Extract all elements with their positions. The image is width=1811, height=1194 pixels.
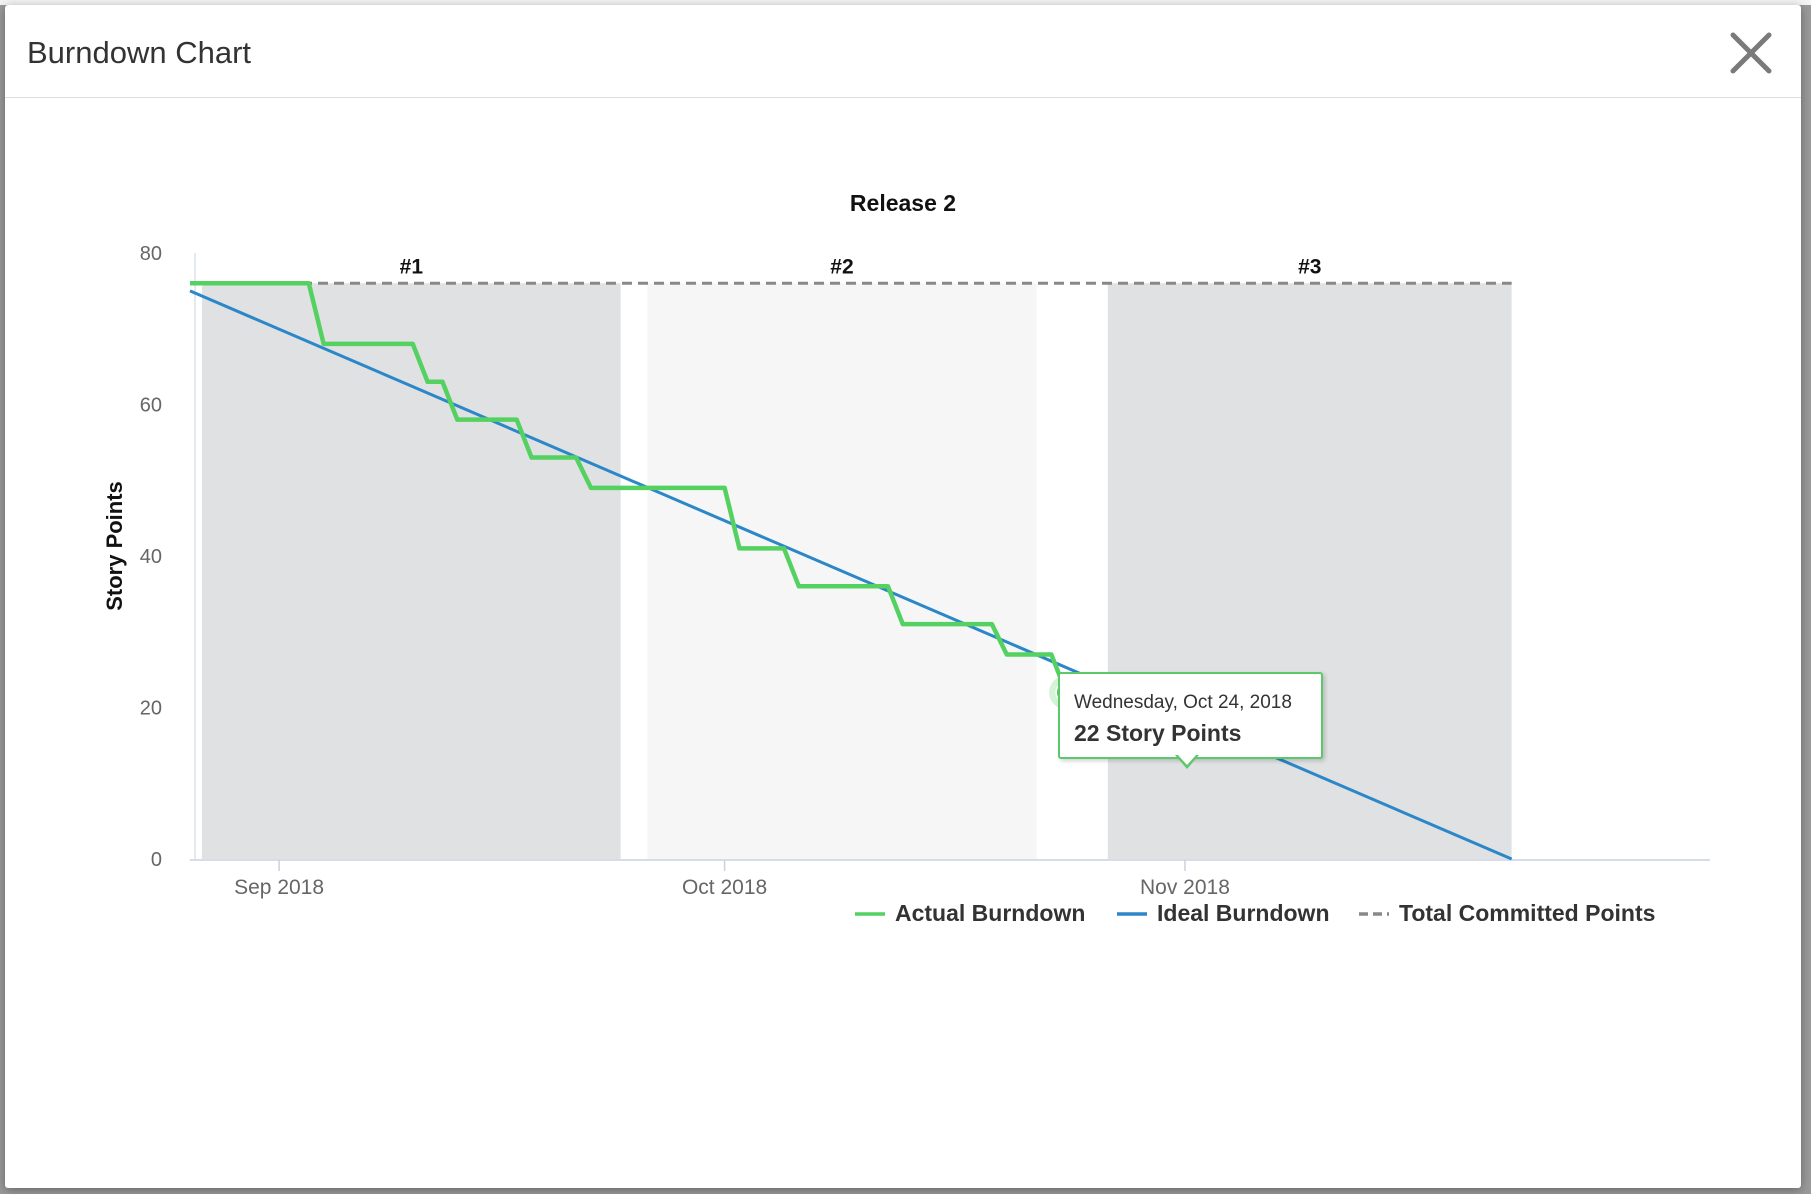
close-button[interactable] xyxy=(1729,31,1773,75)
modal-title: Burndown Chart xyxy=(27,35,252,70)
y-tick-label: 40 xyxy=(140,546,162,568)
legend-item-1: Actual Burndown xyxy=(895,900,1085,926)
tooltip-arrow-inner xyxy=(1177,754,1197,765)
legend-item-2: Ideal Burndown xyxy=(1157,900,1330,926)
y-tick-label: 80 xyxy=(140,243,162,265)
tooltip-date: Wednesday, Oct 24, 2018 xyxy=(1074,692,1292,713)
legend-item-3: Total Committed Points xyxy=(1399,900,1655,926)
chart-svg: #1 #2 #3 0 20 40 60 80 Sep 2018 Oct 2018 Nov 2018 R… xyxy=(102,190,1710,926)
sprint-band-1 xyxy=(202,283,621,859)
tooltip-value: 22 Story Points xyxy=(1074,720,1242,746)
chart-tooltip: Wednesday, Oct 24, 2018 22 Story Points xyxy=(1058,672,1323,759)
x-tick-label: Sep 2018 xyxy=(234,876,324,899)
y-tick-label: 0 xyxy=(151,849,162,871)
backdrop xyxy=(0,0,1811,5)
y-tick-label: 60 xyxy=(140,395,162,417)
sprint-label-1: #1 xyxy=(400,255,424,278)
chart-area: #1 #2 #3 0 20 40 60 80 Sep 2018 Oct 2018 Nov 2018 R… xyxy=(5,99,1801,1188)
modal-header: Burndown Chart xyxy=(5,5,1801,98)
y-axis-label: Story Points xyxy=(102,481,127,611)
series-actual-burndown xyxy=(190,281,1069,694)
close-icon[interactable] xyxy=(1729,31,1773,75)
series-ideal-burndown xyxy=(189,289,1513,861)
sprint-label-3: #3 xyxy=(1298,255,1321,278)
chart-title: Release 2 xyxy=(850,190,956,216)
x-tick-label: Oct 2018 xyxy=(682,876,767,899)
y-tick-label: 20 xyxy=(140,698,162,720)
sprint-label-2: #2 xyxy=(830,255,853,278)
burndown-chart: #1 #2 #3 0 20 40 60 80 Sep 2018 Oct 2018 Nov 2018 R… xyxy=(5,99,1801,1188)
x-tick-label: Nov 2018 xyxy=(1140,876,1230,899)
burndown-modal: Burndown Chart #1 #2 #3 0 20 40 60 80 Sep 2018 Oc… xyxy=(5,5,1801,1188)
